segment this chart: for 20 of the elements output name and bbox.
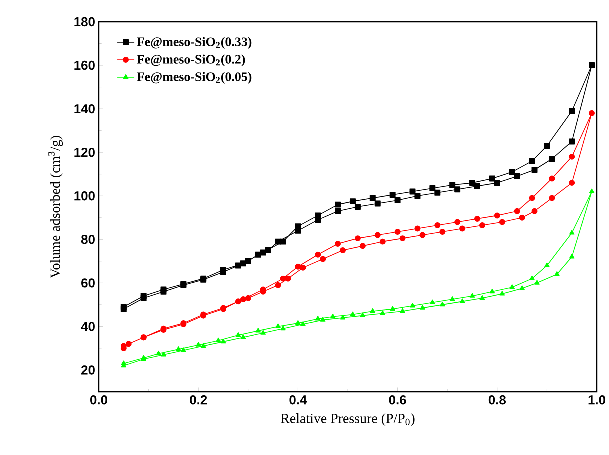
y-tick-label: 20 — [82, 366, 95, 375]
x-tick-label: 0.4 — [290, 396, 308, 405]
y-tick-label: 140 — [74, 104, 95, 114]
legend-label: Fe@meso-SiO$_{2}$(0.2) — [137, 54, 246, 66]
legend-label: Fe@meso-SiO$_{2}$(0.33) — [137, 37, 252, 50]
x-axis-title: Relative Pressure (P/P$_{0}$) — [281, 414, 415, 426]
y-tick-label: 160 — [74, 60, 95, 70]
y-tick-label: 120 — [74, 148, 95, 158]
y-tick-label: 60 — [82, 278, 95, 288]
x-tick-label: 0.0 — [90, 396, 108, 405]
y-tick-label: 100 — [74, 192, 95, 201]
y-tick-label: 40 — [81, 322, 95, 332]
x-tick-label: 1.0 — [588, 396, 606, 405]
y-tick-label: 180 — [74, 17, 95, 27]
legend-label: Fe@meso-SiO$_{2}$(0.05) — [137, 72, 252, 84]
x-tick-label: 0.8 — [488, 396, 506, 405]
y-axis-title: Volume adsorbed (cm$^{3}$/g) — [48, 136, 64, 278]
x-tick-label: 0.6 — [389, 396, 406, 405]
y-tick-label: 80 — [81, 235, 95, 244]
x-tick-label: 0.2 — [190, 396, 208, 405]
